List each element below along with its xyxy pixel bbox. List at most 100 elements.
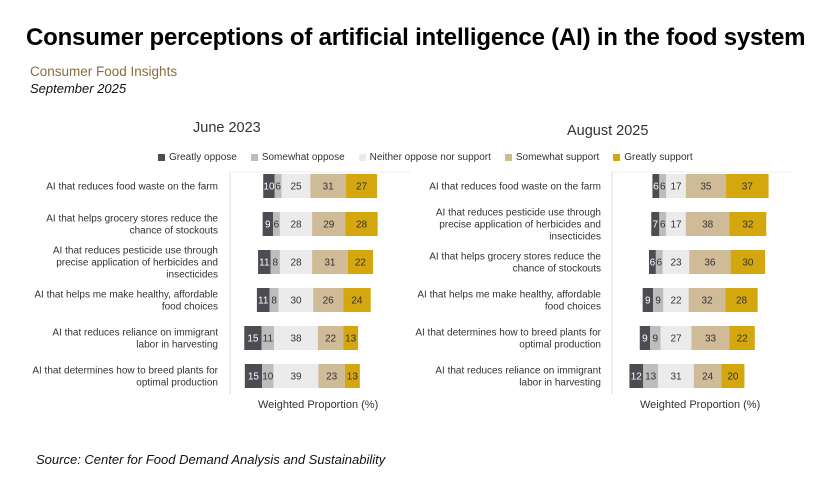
- data-label: 23: [670, 258, 682, 269]
- category-label-line: AI that reduces food waste on the farm: [429, 182, 601, 193]
- data-label: 7: [653, 220, 659, 231]
- data-label: 22: [737, 334, 749, 345]
- data-label: 38: [702, 220, 714, 231]
- data-label: 11: [258, 296, 269, 307]
- data-label: 11: [259, 258, 270, 269]
- bar-segment-greatly-oppose: [262, 212, 273, 236]
- category-label-line: insecticides: [166, 270, 218, 281]
- data-label: 37: [742, 182, 754, 193]
- bar-segment-somewhat-oppose: [643, 364, 659, 388]
- source-note: Source: Center for Food Demand Analysis …: [36, 452, 386, 467]
- bar-segment-somewhat-support: [685, 174, 727, 198]
- data-label: 6: [653, 182, 659, 193]
- bar-segment-neither: [274, 326, 318, 350]
- data-label: 38: [290, 334, 302, 345]
- bar-segment-neither: [662, 250, 690, 274]
- category-label-line: AI that helps grocery stores reduce the: [46, 214, 218, 225]
- bar-segment-greatly-oppose: [263, 174, 275, 198]
- data-label: 15: [247, 334, 259, 345]
- legend-swatch-neither: [358, 153, 366, 161]
- data-label: 9: [265, 220, 271, 231]
- data-label: 13: [347, 372, 359, 383]
- category-label-line: AI that determines how to breed plants f…: [32, 366, 218, 377]
- legend-item-somewhat-support: Somewhat support: [504, 151, 600, 163]
- bar-segment-neither: [663, 288, 689, 312]
- data-label: 26: [323, 296, 335, 307]
- bar-segment-neither: [666, 212, 686, 236]
- category-label-line: chance of stockouts: [513, 264, 601, 275]
- data-label: 17: [670, 220, 682, 231]
- category-label-line: AI that helps me make healthy, affordabl…: [34, 290, 218, 301]
- data-label: 24: [702, 372, 714, 383]
- legend-label: Somewhat support: [515, 151, 600, 163]
- report-date: September 2025: [30, 81, 127, 96]
- category-label-line: optimal production: [519, 340, 601, 351]
- legend-item-neither: Neither oppose nor support: [358, 151, 491, 163]
- bar-segment-greatly-oppose: [651, 212, 660, 236]
- category-label-line: chance of stockouts: [130, 226, 218, 237]
- data-label: 22: [325, 334, 337, 345]
- bar-segment-greatly-support: [729, 212, 767, 236]
- bar-segment-somewhat-oppose: [274, 174, 282, 198]
- bar-segment-somewhat-support: [312, 212, 346, 236]
- data-label: 6: [275, 182, 281, 193]
- bar-segment-greatly-support: [345, 212, 378, 236]
- data-label: 9: [645, 296, 651, 307]
- legend-swatch-somewhat-oppose: [250, 153, 258, 161]
- bar-segment-greatly-support: [729, 326, 755, 350]
- data-label: 6: [650, 258, 656, 269]
- bar-segment-greatly-oppose: [258, 250, 271, 274]
- category-label: AI that helps me make healthy, affordabl…: [34, 290, 218, 313]
- category-label-line: AI that reduces reliance on immigrant: [52, 328, 218, 339]
- data-label: 15: [248, 372, 260, 383]
- data-label: 23: [326, 372, 338, 383]
- bar-segment-greatly-oppose: [652, 174, 660, 198]
- bar-segment-greatly-support: [346, 174, 378, 198]
- data-label: 17: [670, 182, 682, 193]
- data-label: 24: [351, 296, 363, 307]
- category-label-line: optimal production: [136, 378, 218, 389]
- data-label: 31: [324, 258, 336, 269]
- bar-segment-somewhat-oppose: [270, 250, 280, 274]
- data-label: 39: [290, 372, 302, 383]
- data-label: 35: [700, 182, 712, 193]
- bar-segment-somewhat-support: [688, 288, 726, 312]
- category-label-line: AI that reduces pesticide use through: [53, 246, 218, 257]
- category-label-line: precise application of herbicides and: [56, 258, 218, 269]
- legend-label: Neither oppose nor support: [369, 151, 491, 163]
- category-label: AI that reduces pesticide use through pre…: [436, 208, 601, 243]
- data-label: 27: [670, 334, 682, 345]
- bar-segment-greatly-support: [725, 288, 758, 312]
- panel-title-june-2023: June 2023: [193, 120, 261, 136]
- category-label: AI that helps grocery stores reduce the c…: [429, 252, 601, 275]
- data-label: 29: [323, 220, 335, 231]
- bar-segment-somewhat-oppose: [659, 212, 667, 236]
- bar-segment-greatly-oppose: [629, 364, 644, 388]
- bar-segment-somewhat-oppose: [655, 250, 663, 274]
- legend-item-greatly-oppose: Greatly oppose: [158, 152, 237, 163]
- bar-segment-somewhat-oppose: [269, 288, 279, 312]
- bar-segment-greatly-support: [730, 250, 766, 274]
- category-label-line: AI that reduces food waste on the farm: [46, 182, 218, 193]
- data-label: 28: [290, 258, 302, 269]
- bar-segment-greatly-oppose: [639, 326, 651, 350]
- bar-segment-greatly-support: [343, 326, 359, 350]
- legend: Greatly oppose Somewhat oppose Neither o…: [158, 150, 707, 164]
- data-label: 25: [290, 182, 302, 193]
- bar-segment-neither: [658, 364, 694, 388]
- bar-segment-somewhat-oppose: [653, 288, 664, 312]
- bar-segment-somewhat-support: [310, 174, 347, 198]
- bar-segment-greatly-oppose: [256, 288, 270, 312]
- data-label: 9: [642, 334, 648, 345]
- bar-segment-somewhat-support: [313, 288, 344, 312]
- subtitle: Consumer Food Insights: [30, 64, 178, 79]
- data-label: 32: [701, 296, 713, 307]
- category-label: AI that reduces food waste on the farm: [429, 182, 601, 193]
- data-label: 6: [274, 220, 280, 231]
- bar-segment-neither: [278, 288, 314, 312]
- bar-segment-greatly-oppose: [244, 364, 263, 388]
- bar-segment-neither: [273, 364, 319, 388]
- data-label: 28: [290, 220, 302, 231]
- data-label: 10: [262, 372, 274, 383]
- panel-title-august-2025: August 2025: [567, 123, 649, 139]
